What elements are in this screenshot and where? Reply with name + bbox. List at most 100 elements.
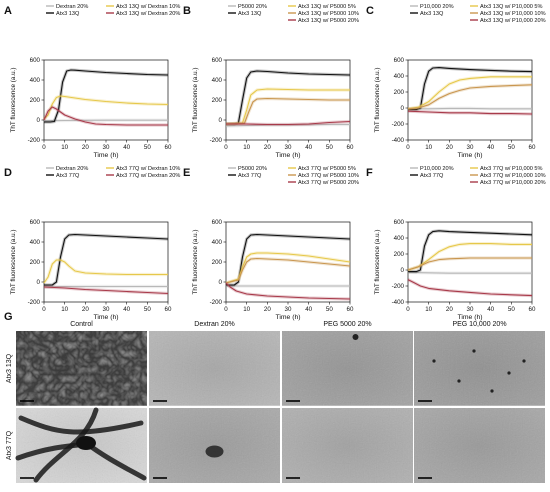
tem-column-header: PEG 5000 20% <box>323 321 371 328</box>
x-tick-label: 50 <box>508 306 515 313</box>
x-tick-label: 40 <box>487 306 494 313</box>
tem-micrograph <box>16 331 147 406</box>
x-tick-label: 60 <box>529 144 536 151</box>
panel-letter: G <box>4 311 13 323</box>
aggregate-blob <box>205 445 224 458</box>
series-line-3 <box>43 259 168 284</box>
y-tick-label: 400 <box>30 239 41 246</box>
x-axis-label: Time (h) <box>93 152 118 159</box>
series-line-4 <box>43 286 169 295</box>
chart-panel-f: F P10,000 20%Atx3 77Q Atx3 77Q w/ P10,000 … <box>366 166 546 321</box>
series-band-2 <box>408 229 533 274</box>
y-tick-label: 0 <box>219 279 223 286</box>
micrograph-vignette <box>16 331 147 406</box>
panel-letter: F <box>366 167 373 179</box>
tem-column-header: Dextran 20% <box>194 321 234 328</box>
legend-label: P10,000 20% <box>420 166 454 172</box>
y-tick-label: 200 <box>30 97 41 104</box>
tem-micrograph <box>282 408 413 483</box>
y-tick-label: 200 <box>212 259 223 266</box>
series-line-2 <box>44 69 169 123</box>
legend-label: Atx3 13Q w/ P10,000 10% <box>480 11 546 17</box>
x-axis-label: Time (h) <box>457 152 482 159</box>
x-tick-label: 0 <box>224 306 228 313</box>
aggregate-core <box>76 436 96 450</box>
series-line-5 <box>407 279 533 297</box>
y-tick-label: 400 <box>212 239 223 246</box>
legend-label: Atx3 77Q <box>420 173 444 179</box>
series-line-2 <box>226 233 351 286</box>
y-tick-label: 400 <box>30 77 41 84</box>
legend-label: Atx3 77Q w/ Dextran 20% <box>116 173 180 179</box>
legend-label: Atx3 13Q w/ P10,000 5% <box>480 4 543 10</box>
aggregate-speck <box>522 359 526 363</box>
legend-label: P10,000 20% <box>420 4 454 10</box>
series-line-5 <box>226 120 351 126</box>
legend-label: Atx3 77Q <box>56 173 80 179</box>
x-tick-label: 50 <box>144 306 151 313</box>
y-tick-label: 600 <box>394 57 405 64</box>
series-line-2 <box>408 67 533 111</box>
y-tick-label: -200 <box>210 299 223 306</box>
tem-column-header: Control <box>70 321 93 328</box>
aggregate-speck <box>352 334 359 340</box>
aggregate-speck <box>472 349 476 353</box>
chart-panel-c: C P10,000 20%Atx3 13Q Atx3 13Q w/ P10,000 … <box>366 4 546 159</box>
x-tick-label: 30 <box>103 306 110 313</box>
tem-micrograph <box>282 331 413 406</box>
y-axis-label: ThT fluorescence (a.u.) <box>10 68 17 133</box>
x-tick-label: 20 <box>82 144 89 151</box>
x-tick-label: 0 <box>224 144 228 151</box>
legend-label: Atx3 13Q w/ P5000 20% <box>298 18 359 24</box>
x-tick-label: 60 <box>529 306 536 313</box>
y-tick-label: -200 <box>210 137 223 144</box>
series-line-3 <box>407 243 532 271</box>
legend-label: Dextran 20% <box>56 4 88 10</box>
x-axis-label: Time (h) <box>275 314 300 321</box>
legend-label: Atx3 77Q w/ P10,000 10% <box>480 173 546 179</box>
series-line-4 <box>407 257 532 271</box>
x-tick-label: 60 <box>165 306 172 313</box>
y-tick-label: 0 <box>37 279 41 286</box>
x-tick-label: 20 <box>446 144 453 151</box>
chart-panel-a: A Dextran 20%Atx3 13Q Atx3 13Q w/ Dextran … <box>4 4 180 159</box>
y-tick-label: -400 <box>392 299 405 306</box>
aggregate-speck <box>457 379 461 383</box>
legend-label: P5000 20% <box>238 4 267 10</box>
legend-label: Atx3 13Q w/ P10,000 20% <box>480 18 546 24</box>
x-tick-label: 40 <box>123 144 130 151</box>
x-tick-label: 30 <box>467 306 474 313</box>
y-tick-label: 0 <box>401 105 405 112</box>
legend-label: Atx3 13Q <box>56 11 80 17</box>
x-tick-label: 30 <box>103 144 110 151</box>
y-tick-label: 600 <box>30 219 41 226</box>
series-line-3 <box>225 88 350 125</box>
legend-label: Atx3 77Q w/ P5000 10% <box>298 173 359 179</box>
x-tick-label: 20 <box>264 144 271 151</box>
legend-label: Atx3 77Q w/ P5000 5% <box>298 166 356 172</box>
x-tick-label: 40 <box>123 306 130 313</box>
micrograph-vignette <box>282 408 413 483</box>
x-axis-label: Time (h) <box>93 314 118 321</box>
x-tick-label: 60 <box>347 306 354 313</box>
series-line-1 <box>43 285 168 288</box>
y-axis-label: ThT fluorescence (a.u.) <box>374 230 381 295</box>
series-band-3 <box>42 258 168 284</box>
legend-label: P5000 20% <box>238 166 267 172</box>
y-axis-label: ThT fluorescence (a.u.) <box>192 230 199 295</box>
y-tick-label: 200 <box>212 97 223 104</box>
y-tick-label: 0 <box>219 117 223 124</box>
micrograph-vignette <box>414 331 545 406</box>
legend-label: Atx3 13Q w/ Dextran 20% <box>116 11 180 17</box>
series-line-5 <box>225 282 351 300</box>
x-axis-label: Time (h) <box>457 314 482 321</box>
tem-micrograph <box>149 331 280 406</box>
chart-panel-d: D Dextran 20%Atx3 77Q Atx3 77Q w/ Dextran … <box>4 166 180 321</box>
y-tick-label: -200 <box>28 137 41 144</box>
aggregate-speck <box>432 359 436 363</box>
aggregate-speck <box>490 389 494 393</box>
legend-label: Atx3 77Q w/ P5000 20% <box>298 180 359 186</box>
x-tick-label: 50 <box>326 306 333 313</box>
